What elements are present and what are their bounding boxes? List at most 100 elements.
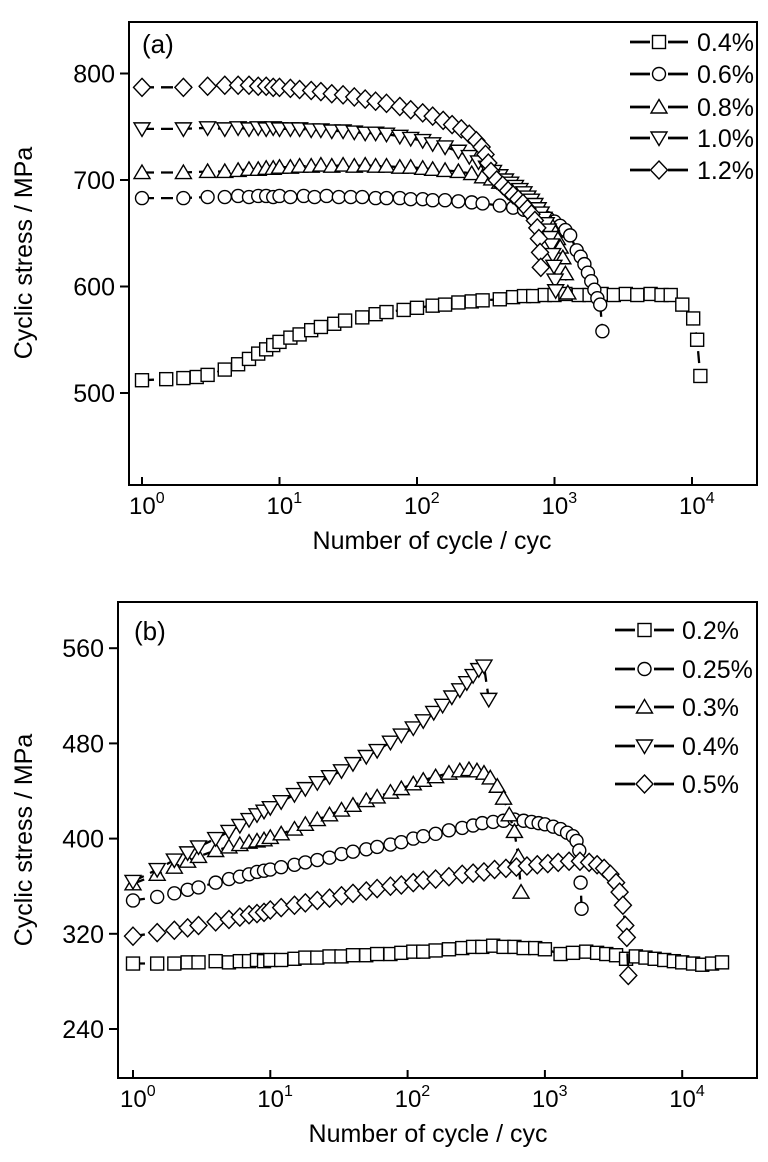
series-marker (123, 874, 143, 891)
series-marker (618, 965, 638, 986)
series-marker (147, 922, 167, 943)
series-marker (320, 805, 339, 822)
x-tick-label: 103 (542, 490, 578, 520)
y-tick-label: 320 (62, 921, 104, 949)
series-marker (219, 824, 239, 841)
series-04-b (123, 659, 498, 891)
series-marker (149, 889, 165, 905)
series-marker (355, 310, 370, 325)
series-marker (217, 362, 232, 377)
legend-a: 0.4% 0.6% 0.8% 1.0% 1.2% (630, 29, 754, 185)
legend-diamond-icon (635, 773, 654, 795)
series-04-a (134, 286, 708, 388)
series-marker (545, 273, 565, 289)
series-marker (433, 110, 453, 131)
series-marker (322, 83, 342, 104)
series-marker (313, 319, 329, 335)
series-marker (409, 300, 425, 315)
series-marker (298, 950, 313, 965)
series-marker (285, 787, 304, 804)
series-marker (261, 800, 280, 817)
legend-diamond-icon (649, 159, 669, 181)
legend-label: 0.6% (697, 61, 754, 89)
series-marker (462, 164, 481, 181)
series-marker (332, 764, 351, 780)
series-marker (693, 368, 708, 384)
series-marker (369, 839, 385, 855)
x-tick-label: 100 (120, 1083, 156, 1113)
series-marker (403, 191, 418, 207)
series-marker (390, 158, 410, 174)
series-marker (553, 946, 568, 962)
series-marker (392, 728, 411, 744)
series-marker (290, 122, 309, 138)
legend-triangle-down-icon (635, 739, 654, 755)
series-marker (396, 302, 411, 318)
series-marker (714, 955, 730, 970)
series-02-b (125, 938, 730, 972)
series-marker (390, 96, 410, 117)
series-marker (206, 911, 226, 932)
series-marker (542, 238, 561, 254)
series-marker (435, 140, 455, 156)
series-marker (475, 293, 490, 308)
legend-square-icon (651, 34, 667, 50)
series-marker (270, 158, 289, 174)
series-marker (343, 796, 363, 812)
series-marker (423, 160, 442, 177)
series-marker (377, 127, 396, 144)
series-marker (134, 373, 150, 388)
legend-entry: 0.4% (630, 29, 754, 57)
series-03-b (123, 760, 531, 899)
series-marker (494, 789, 513, 805)
series-marker (189, 840, 208, 856)
panel-label-a: (a) (142, 29, 174, 59)
y-tick-label: 800 (73, 61, 115, 89)
series-marker (562, 228, 578, 243)
series-marker (392, 779, 411, 796)
series-marker (474, 659, 494, 675)
series-marker (189, 915, 208, 936)
series-marker (565, 945, 581, 961)
series-marker (296, 781, 315, 798)
series-marker (125, 956, 141, 971)
x-axis-title: Number of cycle / cyc (309, 1120, 548, 1148)
series-marker (132, 77, 152, 98)
series-marker (479, 692, 498, 709)
series-marker (355, 156, 375, 172)
series-marker (178, 846, 197, 862)
series-marker (573, 875, 588, 890)
series-marker (425, 193, 440, 208)
series-marker (442, 114, 462, 135)
legend-entry: 1.2% (630, 157, 754, 185)
series-marker (290, 157, 309, 173)
legend-entry: 0.3% (615, 694, 739, 722)
series-marker (334, 846, 349, 862)
series-marker (322, 949, 337, 964)
series-marker (450, 683, 470, 699)
series-marker (426, 767, 445, 784)
y-tick-label: 480 (62, 730, 104, 758)
series-marker (433, 698, 452, 715)
y-tick-label: 400 (62, 826, 104, 854)
series-marker (439, 866, 459, 887)
x-tick-label: 101 (267, 490, 303, 520)
series-marker (208, 953, 223, 969)
plot-border-a (128, 21, 758, 486)
legend-entry: 0.5% (615, 771, 739, 799)
series-marker (500, 805, 519, 822)
y-axis-title: Cyclic stress / MPa (10, 147, 38, 360)
series-marker (451, 194, 466, 209)
series-marker (343, 756, 363, 773)
series-marker (290, 79, 310, 100)
series-marker (689, 332, 705, 347)
series-marker (345, 844, 361, 859)
series-marker (416, 944, 431, 959)
series-marker (451, 295, 466, 310)
x-tick-label: 104 (679, 490, 715, 520)
legend-label: 1.2% (697, 157, 754, 185)
series-marker (381, 735, 400, 752)
legend-square-icon (637, 622, 652, 638)
legend-label: 0.4% (682, 733, 739, 761)
